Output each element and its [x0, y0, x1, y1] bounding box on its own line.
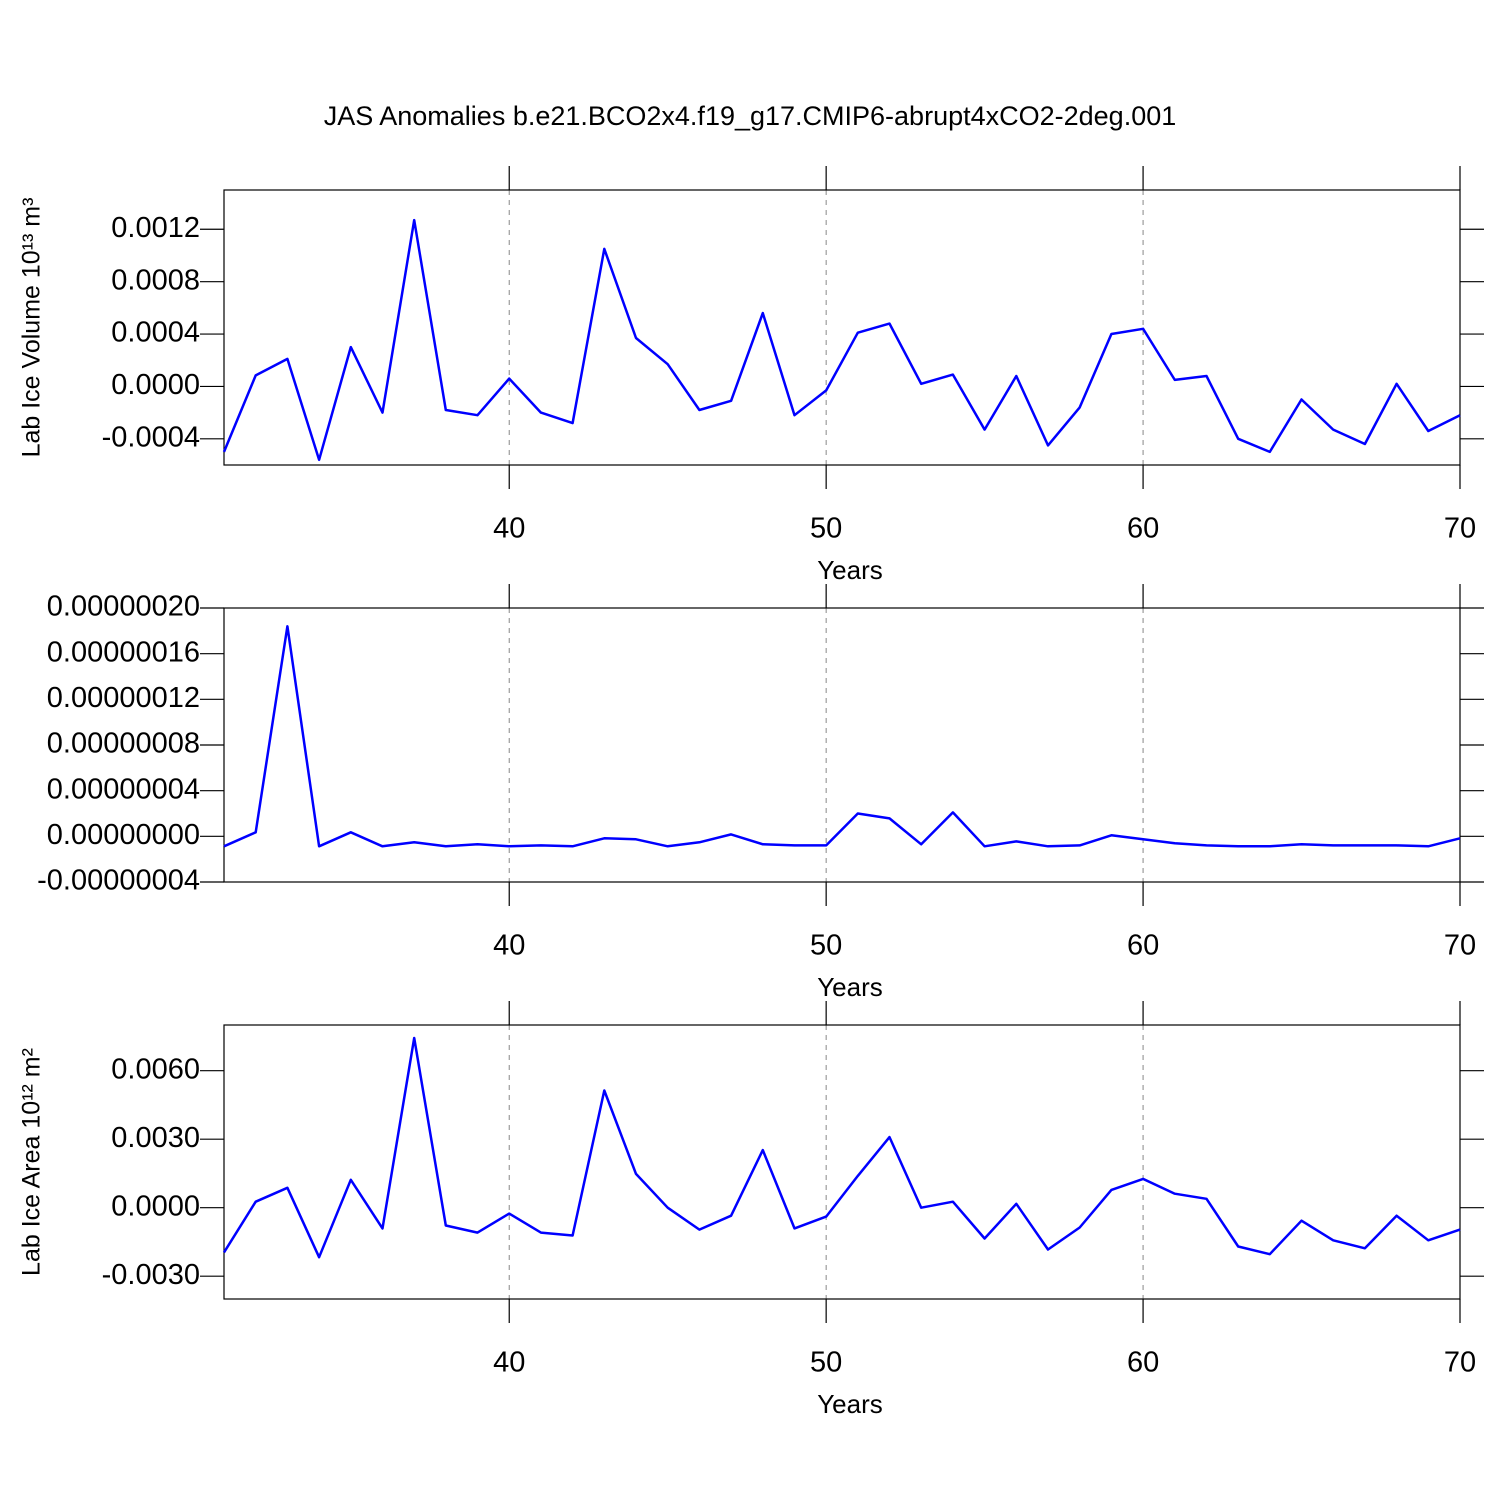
chart-title: JAS Anomalies b.e21.BCO2x4.f19_g17.CMIP6… [324, 101, 1177, 131]
x-tick-label: 50 [810, 930, 842, 962]
y-tick-label: 0.0030 [111, 1122, 200, 1154]
y-axis-label: Lab Ice Volume 10¹³ m³ [18, 198, 46, 458]
y-tick-label: 0.0000 [111, 369, 200, 401]
y-tick-label: 0.00000008 [47, 728, 200, 760]
x-tick-label: 60 [1127, 1347, 1159, 1379]
plot-frame [223, 189, 1461, 466]
y-tick-label: 0.0060 [111, 1053, 200, 1085]
y-tick-label: 0.0012 [111, 212, 200, 244]
y-tick-label: 0.00000004 [47, 773, 200, 805]
y-tick-label: -0.0004 [102, 421, 200, 453]
y-tick-label: 0.00000020 [47, 591, 200, 623]
x-tick-label: 40 [493, 513, 525, 545]
y-tick-label: 0.00000016 [47, 636, 200, 668]
x-tick-label: 40 [493, 1347, 525, 1379]
x-tick-label: 50 [810, 513, 842, 545]
data-line [223, 625, 1461, 848]
y-tick-label: 0.00000012 [47, 682, 200, 714]
x-tick-label: 40 [493, 930, 525, 962]
x-tick-label: 50 [810, 1347, 842, 1379]
x-axis-label: Years [817, 972, 883, 1002]
y-tick-label: 0.0004 [111, 317, 200, 349]
x-tick-label: 70 [1444, 930, 1476, 962]
plot-frame [223, 607, 1461, 883]
y-axis-label: Lab Ice Area 10¹² m² [18, 1048, 46, 1276]
x-tick-label: 60 [1127, 930, 1159, 962]
y-tick-label: -0.0030 [102, 1259, 200, 1291]
x-tick-label: 70 [1444, 1347, 1476, 1379]
y-tick-label: -0.00000004 [37, 865, 200, 897]
y-tick-label: 0.00000000 [47, 819, 200, 851]
y-tick-label: 0.0008 [111, 264, 200, 296]
data-line [222, 218, 1461, 462]
x-axis-label: Years [817, 1389, 883, 1419]
x-axis-label: Years [817, 555, 883, 585]
data-line [222, 1036, 1461, 1259]
x-tick-label: 60 [1127, 513, 1159, 545]
y-tick-label: 0.0000 [111, 1190, 200, 1222]
x-tick-label: 70 [1444, 513, 1476, 545]
plot-frame [223, 1024, 1461, 1300]
